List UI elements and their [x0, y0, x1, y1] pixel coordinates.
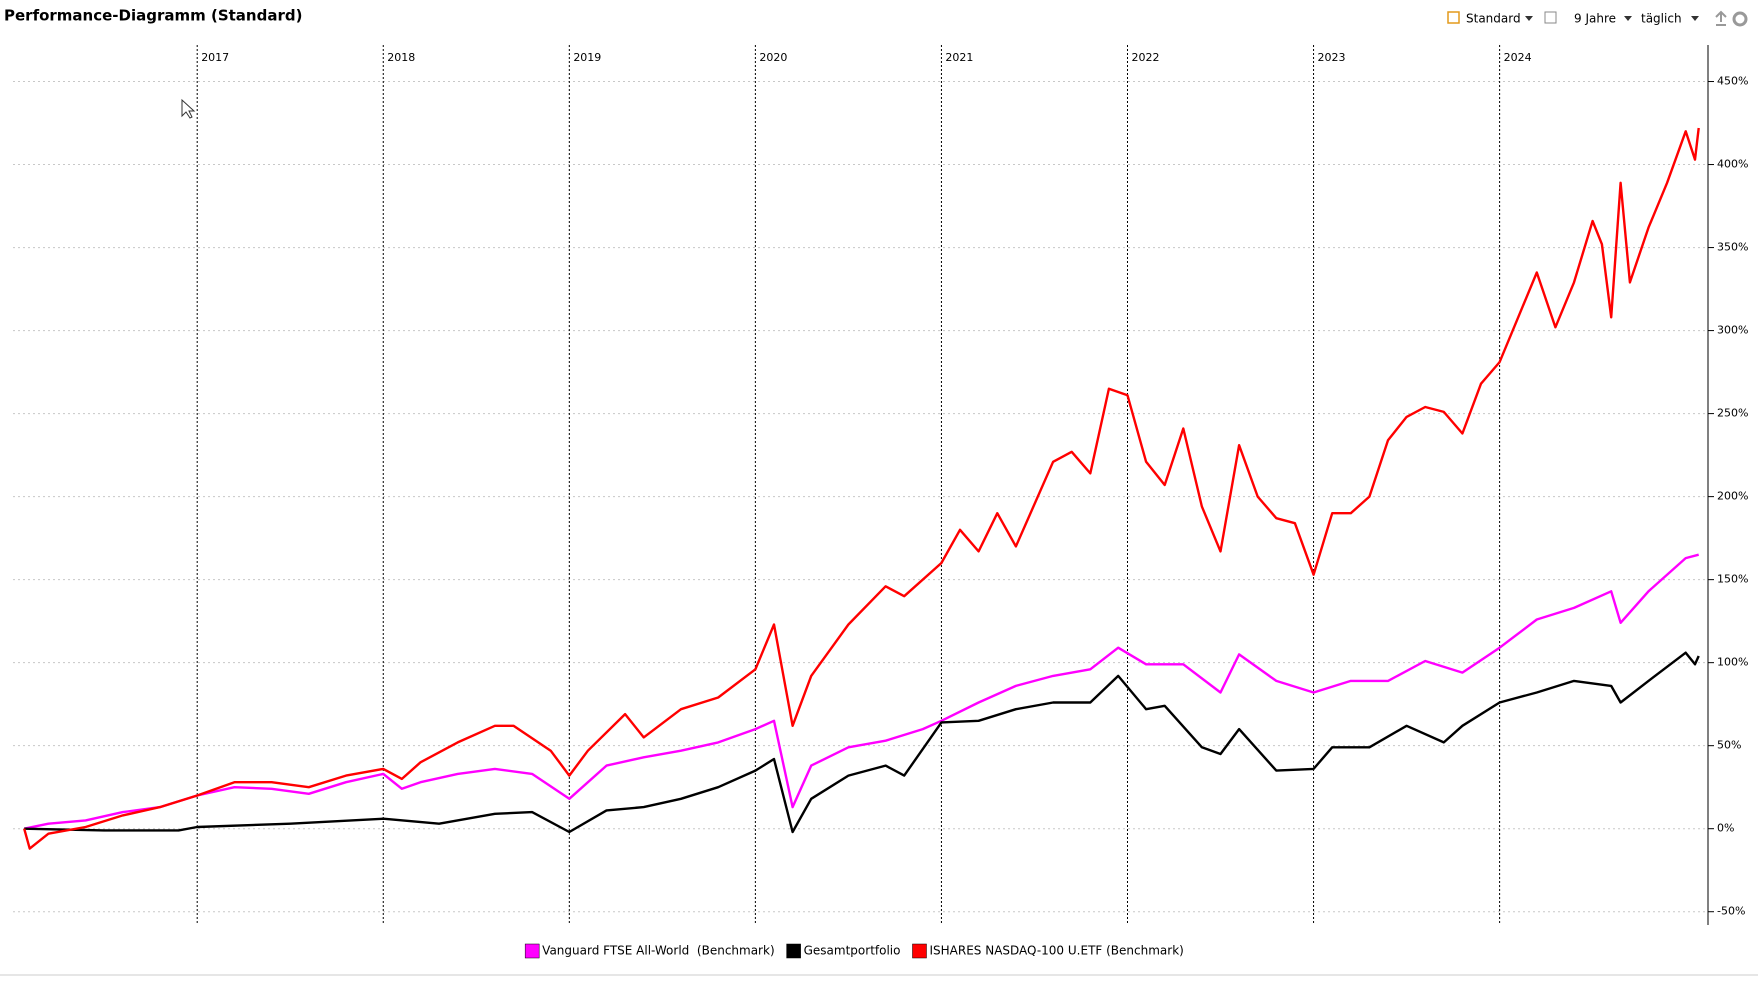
x-tick-label: 2019 — [573, 51, 601, 64]
y-tick-label: 350% — [1717, 241, 1748, 254]
legend-label: Gesamtportfolio — [804, 944, 901, 958]
legend-item: Gesamtportfolio — [786, 943, 901, 959]
y-tick-label: 100% — [1717, 656, 1748, 669]
y-tick-label: 150% — [1717, 573, 1748, 586]
x-tick-label: 2024 — [1504, 51, 1532, 64]
y-tick-label: 250% — [1717, 407, 1748, 420]
legend-swatch — [786, 943, 801, 959]
legend-swatch — [912, 943, 927, 959]
legend-item: Vanguard FTSE All-World (Benchmark) — [524, 943, 775, 959]
legend-label: ISHARES NASDAQ-100 U.ETF (Benchmark) — [929, 944, 1183, 958]
series-line — [23, 553, 1700, 830]
settings-button[interactable] — [1732, 11, 1748, 27]
y-tick-label: 450% — [1717, 75, 1748, 88]
x-tick-label: 2022 — [1131, 51, 1159, 64]
y-tick-label: 300% — [1717, 324, 1748, 337]
view-icon — [1447, 11, 1460, 24]
toolbar: Standard 9 Jahre täglich — [1447, 10, 1748, 27]
legend-item: ISHARES NASDAQ-100 U.ETF (Benchmark) — [912, 943, 1184, 959]
x-tick-label: 2017 — [201, 51, 229, 64]
x-tick-label: 2020 — [759, 51, 787, 64]
x-tick-label: 2021 — [945, 51, 973, 64]
interval-dropdown[interactable]: täglich — [1641, 12, 1699, 26]
interval-label: täglich — [1641, 12, 1682, 26]
chart-title: Performance-Diagramm (Standard) — [4, 7, 302, 25]
period-label: 9 Jahre — [1574, 12, 1616, 26]
y-tick-label: -50% — [1717, 905, 1745, 918]
legend-label: Vanguard FTSE All-World (Benchmark) — [542, 944, 774, 958]
view-dropdown[interactable]: Standard — [1447, 11, 1533, 26]
x-tick-label: 2023 — [1318, 51, 1346, 64]
y-tick-label: 0% — [1717, 822, 1734, 835]
series-line — [23, 127, 1700, 850]
dropdown-arrow — [1624, 16, 1632, 21]
series-line — [24, 651, 1700, 834]
x-tick-label: 2018 — [387, 51, 415, 64]
dropdown-arrow — [1525, 16, 1533, 21]
calendar-icon — [1544, 11, 1557, 24]
y-tick-label: 400% — [1717, 158, 1748, 171]
mouse-cursor — [181, 98, 196, 119]
period-dropdown[interactable]: 9 Jahre — [1544, 11, 1632, 26]
legend: Vanguard FTSE All-World (Benchmark) Gesam… — [524, 943, 1184, 959]
legend-swatch — [524, 943, 540, 959]
dropdown-arrow — [1691, 16, 1699, 21]
y-tick-label: 200% — [1717, 490, 1748, 503]
view-label: Standard — [1466, 12, 1521, 26]
export-button[interactable] — [1715, 10, 1727, 26]
y-tick-label: 50% — [1717, 739, 1741, 752]
